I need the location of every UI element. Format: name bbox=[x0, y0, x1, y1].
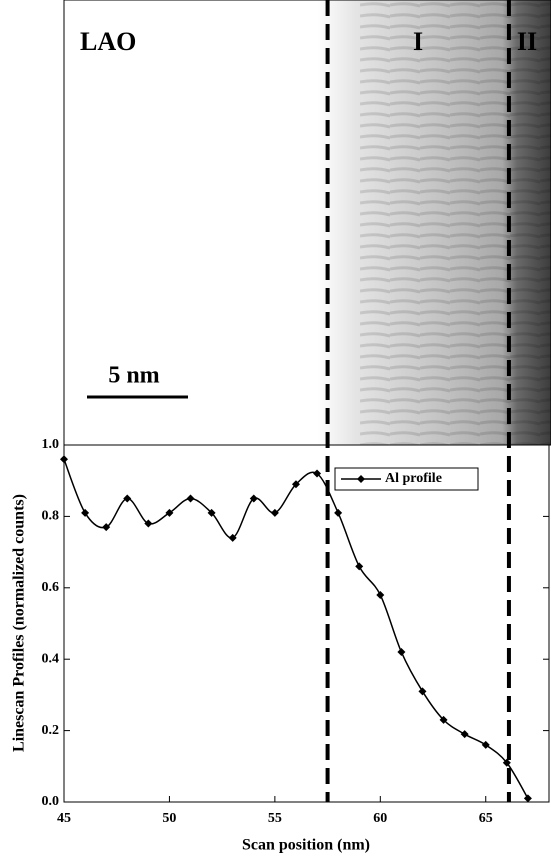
x-tick-label: 65 bbox=[479, 811, 493, 826]
x-tick-label: 50 bbox=[162, 811, 176, 826]
substrate-label: LAO bbox=[80, 27, 136, 56]
data-point bbox=[102, 523, 111, 532]
y-tick-label: 0.4 bbox=[42, 651, 60, 666]
data-point bbox=[207, 508, 216, 517]
y-tick-label: 0.0 bbox=[42, 794, 60, 809]
data-point bbox=[418, 687, 427, 696]
data-point bbox=[165, 508, 174, 517]
chart: Scan position (nm) Linescan Profiles (no… bbox=[11, 494, 370, 854]
data-point bbox=[334, 508, 343, 517]
lattice-fringes bbox=[360, 0, 551, 445]
data-point bbox=[81, 508, 90, 517]
data-point bbox=[60, 455, 68, 464]
data-point bbox=[460, 730, 469, 739]
data-point bbox=[376, 590, 385, 599]
data-point bbox=[481, 740, 490, 749]
data-point bbox=[228, 533, 237, 542]
x-tick-label: 45 bbox=[57, 811, 71, 826]
data-point bbox=[397, 648, 406, 657]
y-tick-label: 1.0 bbox=[42, 437, 60, 452]
x-tick-label: 60 bbox=[373, 811, 387, 826]
x-tick-label: 55 bbox=[268, 811, 282, 826]
y-axis-label: Linescan Profiles (normalized counts) bbox=[11, 494, 28, 752]
data-point bbox=[355, 562, 364, 571]
data-point bbox=[439, 715, 448, 724]
legend-marker bbox=[357, 475, 365, 483]
scale-bar-label: 5 nm bbox=[108, 363, 159, 389]
region-label: II bbox=[517, 27, 537, 56]
data-point bbox=[523, 794, 532, 803]
data-point bbox=[502, 758, 511, 767]
y-tick-label: 0.2 bbox=[42, 723, 60, 738]
data-point bbox=[249, 494, 258, 503]
data-point bbox=[186, 494, 195, 503]
y-tick-label: 0.8 bbox=[42, 509, 60, 524]
x-axis-label: Scan position (nm) bbox=[242, 837, 370, 854]
y-tick-label: 0.6 bbox=[42, 580, 60, 595]
micrograph: LAO I II 5 nm bbox=[63, 0, 551, 446]
data-point bbox=[270, 508, 279, 517]
data-point bbox=[123, 494, 132, 503]
data-point bbox=[313, 469, 322, 478]
data-point bbox=[291, 480, 300, 489]
profile-line bbox=[63, 459, 529, 799]
region-label: I bbox=[413, 27, 423, 56]
legend-box bbox=[334, 467, 479, 491]
plot-frame bbox=[63, 444, 550, 803]
data-point bbox=[144, 519, 153, 528]
legend-label: Al profile bbox=[385, 471, 442, 486]
